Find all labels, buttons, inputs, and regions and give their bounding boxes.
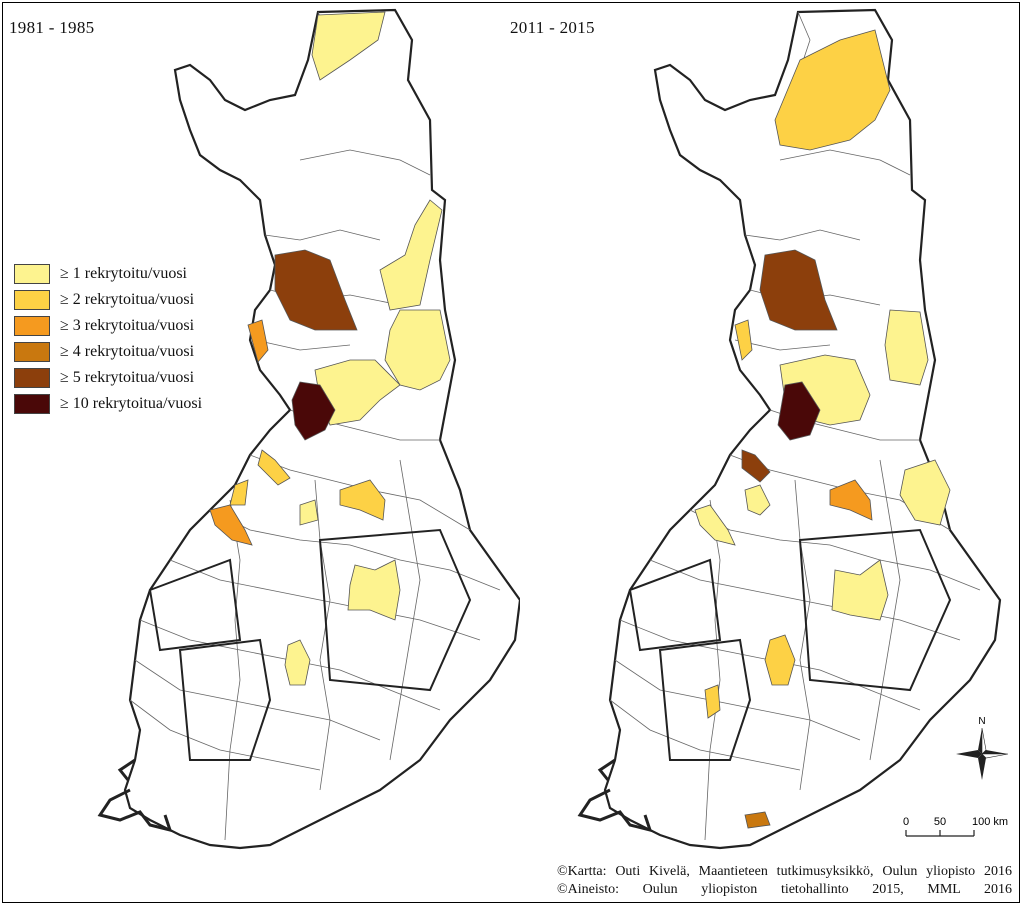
- legend-item: ≥ 1 rekrytoitu/vuosi: [14, 262, 202, 286]
- legend: ≥ 1 rekrytoitu/vuosi ≥ 2 rekrytoitua/vuo…: [14, 262, 202, 418]
- region-kuopio: [347, 559, 401, 621]
- legend-item: ≥ 2 rekrytoitua/vuosi: [14, 288, 202, 312]
- region-kalajoki: [229, 479, 249, 506]
- scale-tick-0: 0: [903, 816, 909, 828]
- legend-swatch: [14, 394, 50, 414]
- legend-swatch: [14, 264, 50, 284]
- legend-item: ≥ 3 rekrytoitua/vuosi: [14, 314, 202, 338]
- north-arrow-icon: N: [956, 716, 1009, 780]
- period-title-right: 2011 - 2015: [510, 18, 595, 37]
- legend-label: ≥ 5 rekrytoitua/vuosi: [60, 369, 195, 386]
- map-credits: ©Kartta: Outi Kivelä, Maantieteen tutkim…: [557, 863, 1012, 899]
- region-east-lapland: [379, 199, 443, 311]
- region-raahe: [257, 449, 291, 486]
- legend-item: ≥ 5 rekrytoitua/vuosi: [14, 366, 202, 390]
- scale-tick-100: 100 km: [972, 816, 1008, 828]
- legend-swatch: [14, 290, 50, 310]
- legend-swatch: [14, 368, 50, 388]
- region-kuusamo: [384, 309, 451, 391]
- region-utsjoki: [311, 11, 386, 81]
- scale-tick-50: 50: [934, 816, 946, 828]
- region-ylivieska: [299, 499, 319, 526]
- legend-label: ≥ 3 rekrytoitua/vuosi: [60, 317, 195, 334]
- region-kokkola: [209, 504, 253, 546]
- scale-bar: 0 50 100 km: [903, 816, 1008, 837]
- credit-map-author: ©Kartta: Outi Kivelä, Maantieteen tutkim…: [557, 864, 1012, 879]
- credit-data-source: ©Aineisto: Oulun yliopiston tietohallint…: [557, 882, 1012, 897]
- legend-swatch: [14, 316, 50, 336]
- region-kajaani: [339, 479, 386, 521]
- legend-item: ≥ 10 rekrytoitua/vuosi: [14, 392, 202, 416]
- region-kemi-tornio: [247, 319, 269, 363]
- legend-label: ≥ 1 rekrytoitu/vuosi: [60, 265, 187, 282]
- legend-label: ≥ 2 rekrytoitua/vuosi: [60, 291, 195, 308]
- region-oulu: [291, 381, 336, 441]
- legend-item: ≥ 4 rekrytoitua/vuosi: [14, 340, 202, 364]
- legend-label: ≥ 4 rekrytoitua/vuosi: [60, 343, 195, 360]
- finland-map-1981-1985: [97, 8, 520, 850]
- region-jyvaskyla: [284, 639, 311, 686]
- region-rovaniemi: [274, 249, 358, 331]
- legend-label: ≥ 10 rekrytoitua/vuosi: [60, 395, 203, 412]
- recruitment-regions-left: [209, 11, 451, 686]
- north-label: N: [978, 716, 985, 727]
- period-title-left: 1981 - 1985: [9, 18, 95, 37]
- legend-swatch: [14, 342, 50, 362]
